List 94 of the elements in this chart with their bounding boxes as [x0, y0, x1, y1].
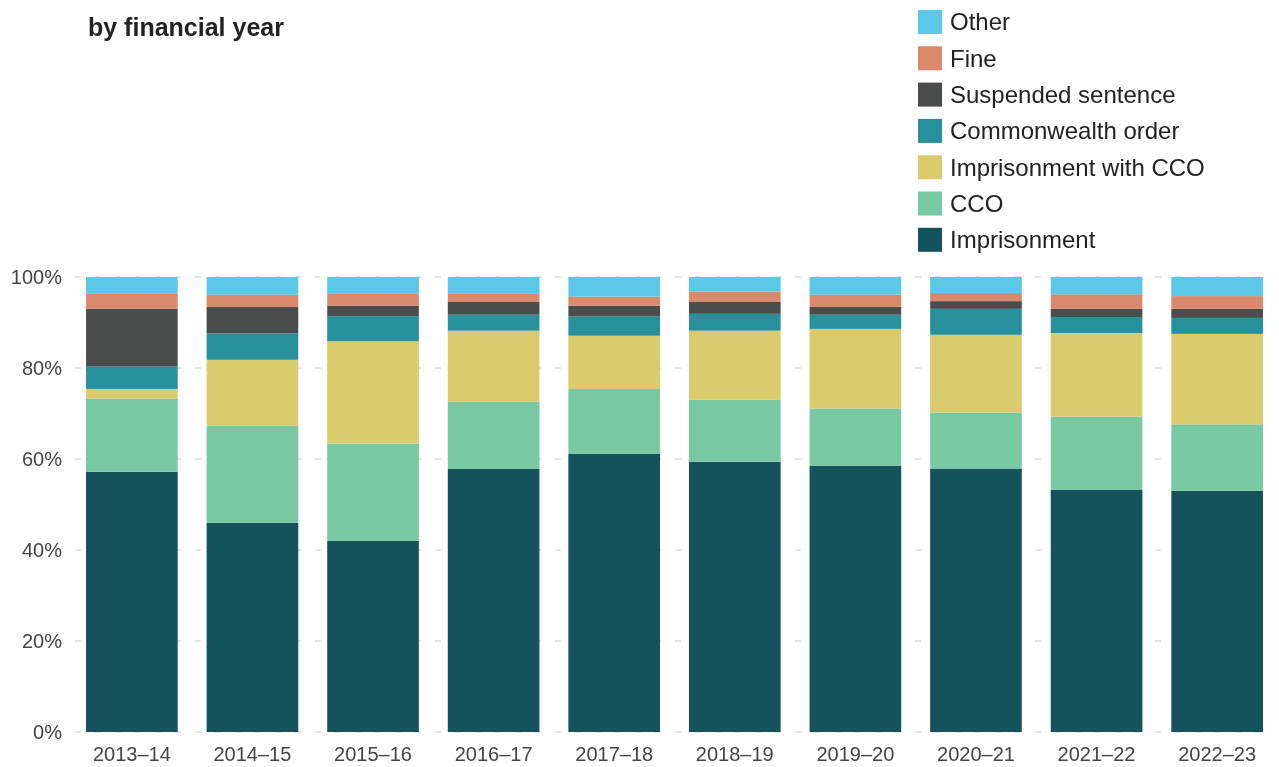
bar — [1050, 332, 1143, 417]
bar — [930, 277, 1022, 293]
bar — [206, 307, 299, 334]
y-tick-label: 0% — [33, 721, 63, 743]
x-tick-label: 2021–22 — [1057, 743, 1136, 765]
bar — [809, 465, 902, 732]
bar — [809, 328, 902, 409]
x-tick-label: 2020–21 — [937, 743, 1015, 765]
bar — [809, 307, 902, 315]
x-tick-label: 2019–20 — [816, 743, 895, 765]
bar — [447, 401, 540, 470]
bar — [206, 277, 299, 295]
chart-title: by financial year — [88, 13, 285, 41]
bar — [447, 302, 540, 315]
bar — [1050, 294, 1143, 309]
bar — [327, 277, 419, 294]
bar — [327, 443, 419, 541]
x-tick-label: 2015–16 — [334, 743, 412, 765]
bar — [1050, 277, 1143, 295]
bar — [206, 425, 299, 523]
bar — [1171, 333, 1263, 425]
bar — [86, 366, 178, 389]
bar — [447, 330, 540, 402]
bar — [447, 277, 540, 294]
bar — [1171, 317, 1263, 334]
bar — [930, 412, 1022, 469]
bar — [930, 301, 1022, 309]
bar — [568, 277, 661, 297]
bar — [1171, 277, 1263, 297]
bar — [206, 522, 299, 732]
bar — [688, 291, 781, 303]
legend-label: Suspended sentence — [950, 81, 1176, 108]
x-tick-label: 2022–23 — [1178, 743, 1257, 765]
bar — [1050, 317, 1143, 333]
bar — [930, 292, 1022, 302]
bar — [1050, 416, 1143, 490]
bar — [568, 296, 661, 306]
bar — [86, 293, 178, 309]
bar — [1050, 489, 1143, 732]
bar — [688, 302, 781, 314]
bar — [568, 316, 661, 336]
bar — [327, 341, 419, 444]
x-tick-label: 2016–17 — [454, 743, 533, 765]
bar — [86, 471, 178, 732]
bar — [86, 388, 178, 399]
bar — [688, 313, 781, 331]
bar — [327, 316, 419, 342]
bar — [327, 540, 419, 732]
x-tick-label: 2013–14 — [92, 743, 171, 765]
bar — [206, 333, 299, 360]
x-tick-label: 2014–15 — [213, 743, 292, 765]
y-tick-label: 60% — [21, 448, 63, 470]
legend-label: Imprisonment with CCO — [950, 153, 1205, 181]
bar — [1171, 490, 1263, 732]
y-tick-label: 40% — [21, 539, 63, 561]
bar — [1050, 308, 1143, 318]
x-tick-label: 2017–18 — [575, 743, 654, 765]
bar — [206, 294, 299, 308]
bar — [327, 293, 419, 306]
bar — [327, 305, 419, 317]
bar — [809, 277, 902, 295]
bar — [1171, 296, 1263, 309]
legend-label: Other — [950, 8, 1011, 36]
legend-label: Fine — [950, 44, 997, 72]
bar — [568, 388, 661, 454]
y-tick-label: 80% — [21, 357, 63, 379]
bar — [688, 277, 781, 292]
bar — [930, 308, 1022, 335]
legend-label: Commonwealth order — [950, 117, 1180, 145]
y-tick-label: 100% — [10, 266, 63, 288]
bar — [688, 330, 781, 400]
bar — [930, 468, 1022, 732]
x-tick-label: 2018–19 — [695, 743, 774, 765]
bar — [930, 334, 1022, 413]
legend-label: CCO — [950, 189, 1004, 217]
bar — [1171, 424, 1263, 491]
bar — [568, 305, 661, 317]
bar — [86, 277, 178, 294]
bar — [809, 408, 902, 466]
bar — [447, 469, 540, 732]
legend-label: Imprisonment — [950, 226, 1096, 254]
bar — [447, 314, 540, 331]
bar — [688, 461, 781, 732]
bar — [809, 294, 902, 308]
bar — [86, 398, 178, 472]
bar — [809, 314, 902, 329]
bar — [447, 293, 540, 303]
bar — [568, 335, 661, 389]
bar — [568, 454, 661, 732]
bar — [206, 359, 299, 426]
y-tick-label: 20% — [21, 630, 63, 652]
bar — [86, 308, 178, 367]
bar — [1171, 308, 1263, 318]
bar — [688, 399, 781, 462]
